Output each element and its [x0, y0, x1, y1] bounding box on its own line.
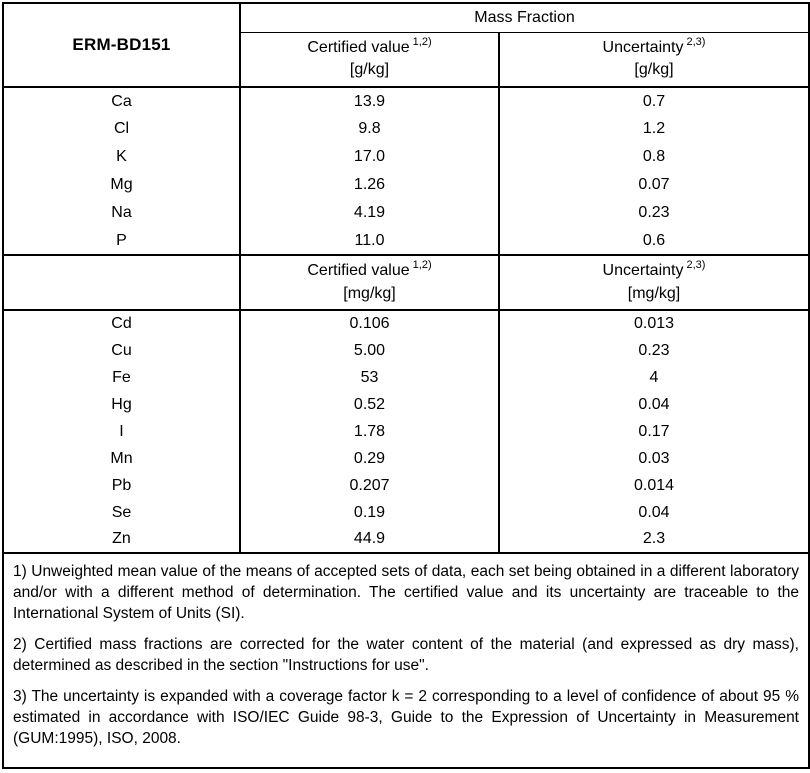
table-row: K 17.0 0.8	[3, 143, 809, 171]
footnotes-cell: 1) Unweighted mean value of the means of…	[3, 553, 809, 768]
element-cell: Cu	[111, 341, 132, 359]
footnote-3: 3) The uncertainty is expanded with a co…	[13, 688, 799, 747]
element-cell: K	[116, 148, 127, 165]
table-row: Mn 0.29 0.03	[3, 445, 809, 472]
certified-value-header-mg: Certified value 1,2) [mg/kg]	[239, 255, 499, 311]
uncertainty-header-mg: Uncertainty 2,3) [mg/kg]	[498, 255, 809, 311]
certified-value-cell: 13.9	[239, 87, 499, 115]
element-cell: Cl	[113, 120, 130, 137]
subheader-row-g: Certified value 1,2) [g/kg] Uncertainty 2,…	[3, 32, 809, 88]
element-cell: Fe	[112, 368, 131, 386]
table-row: Pb 0.207 0.014	[3, 472, 809, 499]
uncertainty-label: Uncertainty	[602, 262, 684, 280]
table-row: I 1.78 0.17	[3, 418, 809, 445]
element-cell: Na	[111, 204, 132, 221]
uncertainty-value-cell: 0.6	[498, 227, 809, 256]
certified-value-label: Certified value	[307, 38, 410, 56]
table-row: Mg 1.26 0.07	[3, 171, 809, 199]
element-cell: Se	[111, 503, 132, 521]
uncertainty-value-cell: 0.04	[498, 391, 809, 418]
element-cell: Hg	[111, 395, 132, 413]
footnote-2: 2) Certified mass fractions are correcte…	[13, 636, 799, 674]
uncertainty-header-g: Uncertainty 2,3) [g/kg]	[498, 32, 809, 88]
certified-value-cell: 0.52	[239, 391, 499, 418]
element-cell: Pb	[111, 476, 132, 494]
element-cell: P	[3, 227, 240, 256]
uncertainty-value-cell: 0.07	[498, 171, 809, 199]
table-row: P 11.0 0.6	[3, 227, 809, 256]
uncertainty-value-cell: 0.23	[498, 199, 809, 227]
table-row: Ca 13.9 0.7	[3, 87, 809, 115]
footnote-1: 1) Unweighted mean value of the means of…	[13, 563, 799, 622]
uncertainty-value-cell: 0.014	[498, 472, 809, 499]
certified-value-cell: 0.19	[239, 499, 499, 526]
certified-value-cell: 4.19	[239, 199, 499, 227]
certified-value-cell: 5.00	[239, 337, 499, 364]
footnote-ref-23: 2,3)	[686, 258, 706, 271]
empty-cell	[3, 255, 240, 311]
table-row: Zn 44.9 2.3	[3, 526, 809, 554]
certified-value-cell: 1.78	[239, 418, 499, 445]
header-row-mass-fraction: ERM-BD151 Mass Fraction	[3, 3, 809, 88]
uncertainty-value-cell: 0.23	[498, 337, 809, 364]
table-row: Fe 53 4	[3, 364, 809, 391]
uncertainty-value-cell: 1.2	[498, 115, 809, 143]
subheader-row-mg: Certified value 1,2) [mg/kg] Uncertainty 2…	[3, 255, 809, 311]
element-cell: Cd	[111, 315, 132, 332]
element-cell: Zn	[3, 526, 240, 554]
certified-value-cell: 11.0	[239, 227, 499, 256]
uncertainty-value-cell: 0.17	[498, 418, 809, 445]
certified-value-label: Certified value	[307, 262, 410, 280]
certified-value-header-g: Certified value 1,2) [g/kg]	[239, 32, 499, 88]
uncertainty-label: Uncertainty	[602, 38, 684, 56]
element-cell: Mn	[110, 449, 133, 467]
certified-value-cell: 1.26	[239, 171, 499, 199]
uncertainty-value-cell: 2.3	[498, 526, 809, 554]
certified-value-cell: 9.8	[239, 115, 499, 143]
uncertainty-value-cell: 0.03	[498, 445, 809, 472]
mass-fraction-header-cell: Mass Fraction	[239, 3, 809, 33]
table-row: Cd 0.106 0.013	[3, 310, 809, 337]
certified-value-cell: 53	[239, 364, 499, 391]
footnote-ref-12: 1,2)	[412, 35, 432, 48]
footnotes-row: 1) Unweighted mean value of the means of…	[3, 553, 809, 768]
element-cell: Ca	[111, 92, 132, 110]
material-id-cell: ERM-BD151	[3, 3, 240, 88]
certified-value-cell: 44.9	[239, 526, 499, 554]
uncertainty-value-cell: 0.04	[498, 499, 809, 526]
table-row: Hg 0.52 0.04	[3, 391, 809, 418]
uncertainty-unit: [g/kg]	[634, 61, 674, 79]
certified-value-cell: 0.106	[239, 310, 499, 337]
footnote-ref-23: 2,3)	[686, 35, 706, 48]
uncertainty-value-cell: 0.013	[498, 310, 809, 337]
uncertainty-unit: [mg/kg]	[627, 284, 681, 302]
table-row: Na 4.19 0.23	[3, 199, 809, 227]
certified-value-unit: [g/kg]	[349, 61, 390, 79]
footnote-ref-12: 1,2)	[412, 258, 432, 271]
table-row: Cl 9.8 1.2	[3, 115, 809, 143]
uncertainty-value-cell: 0.8	[498, 143, 809, 171]
certified-value-unit: [mg/kg]	[343, 284, 396, 302]
table-row: Cu 5.00 0.23	[3, 337, 809, 364]
certified-value-cell: 0.29	[239, 445, 499, 472]
certified-value-cell: 17.0	[239, 143, 499, 171]
element-cell: Mg	[110, 176, 133, 193]
certified-value-cell: 0.207	[239, 472, 499, 499]
uncertainty-value-cell: 4	[498, 364, 809, 391]
table-row: Se 0.19 0.04	[3, 499, 809, 526]
uncertainty-value-cell: 0.7	[498, 87, 809, 115]
element-cell: I	[119, 422, 124, 440]
